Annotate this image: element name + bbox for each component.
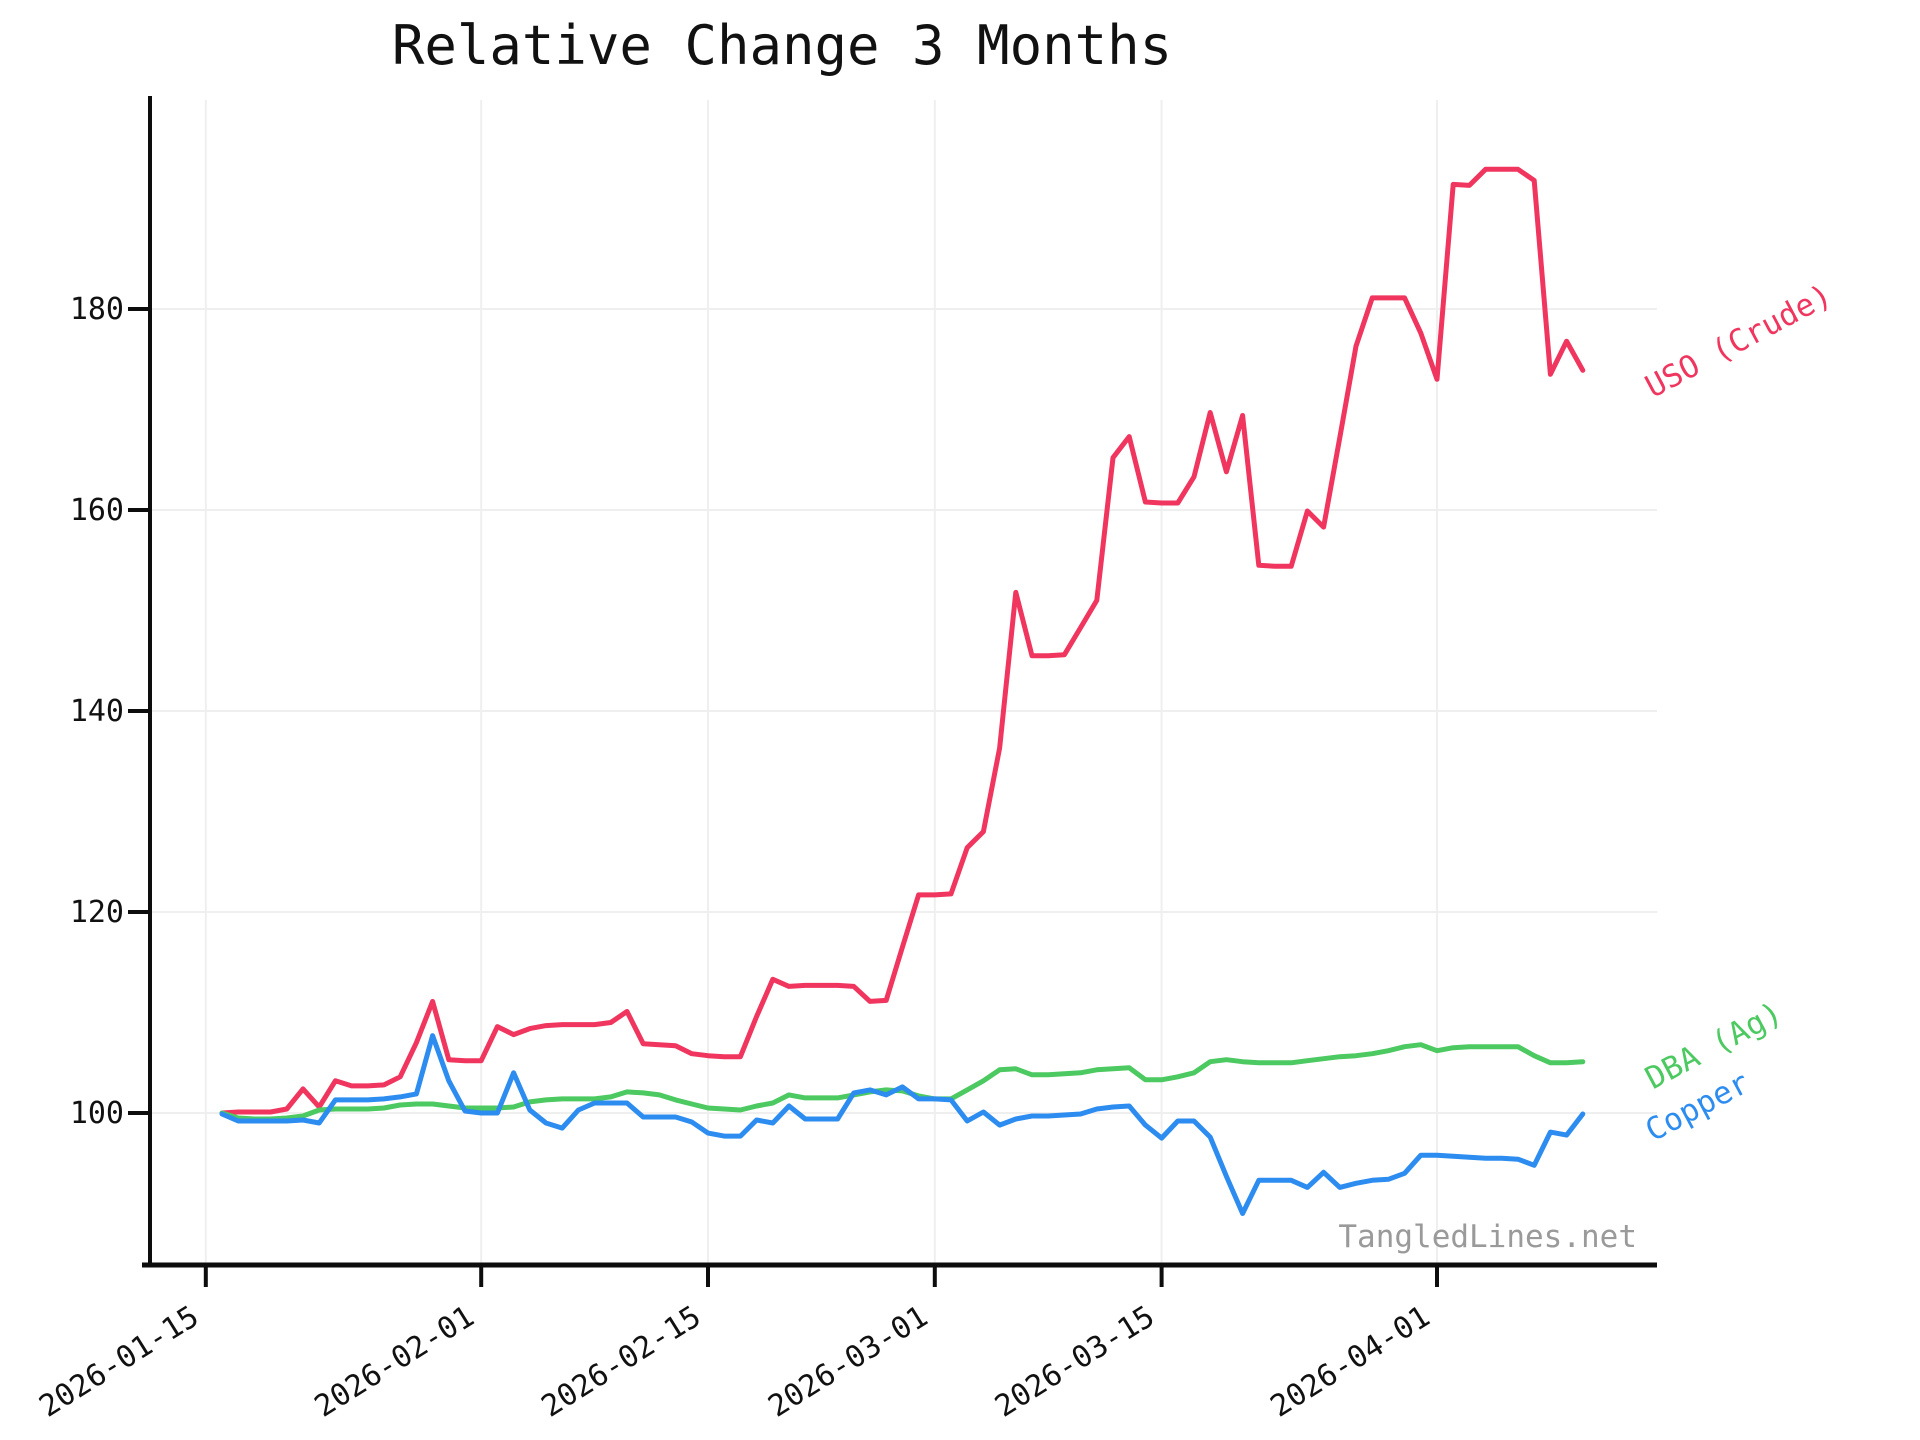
series-lines — [219, 166, 1586, 1216]
svg-text:160: 160 — [70, 493, 124, 528]
series-label-uso-crude: USO (Crude) — [1640, 277, 1838, 405]
svg-text:2026-03-01: 2026-03-01 — [762, 1299, 934, 1424]
watermark: TangledLines.net — [1338, 1219, 1637, 1255]
svg-text:2026-03-15: 2026-03-15 — [989, 1299, 1161, 1424]
svg-text:100: 100 — [70, 1096, 124, 1131]
svg-text:2026-02-15: 2026-02-15 — [536, 1299, 708, 1424]
svg-text:180: 180 — [70, 292, 124, 327]
svg-text:120: 120 — [70, 895, 124, 930]
axes-spines-and-ticks — [128, 96, 1657, 1287]
chart-title: Relative Change 3 Months — [392, 14, 1172, 77]
svg-text:2026-02-01: 2026-02-01 — [309, 1299, 481, 1424]
svg-text:140: 140 — [70, 694, 124, 729]
gridlines — [150, 100, 1657, 1265]
series-end-labels: USO (Crude)DBA (Ag)Copper — [1640, 277, 1838, 1149]
svg-text:2026-01-15: 2026-01-15 — [33, 1299, 205, 1424]
svg-text:2026-04-01: 2026-04-01 — [1265, 1299, 1437, 1424]
